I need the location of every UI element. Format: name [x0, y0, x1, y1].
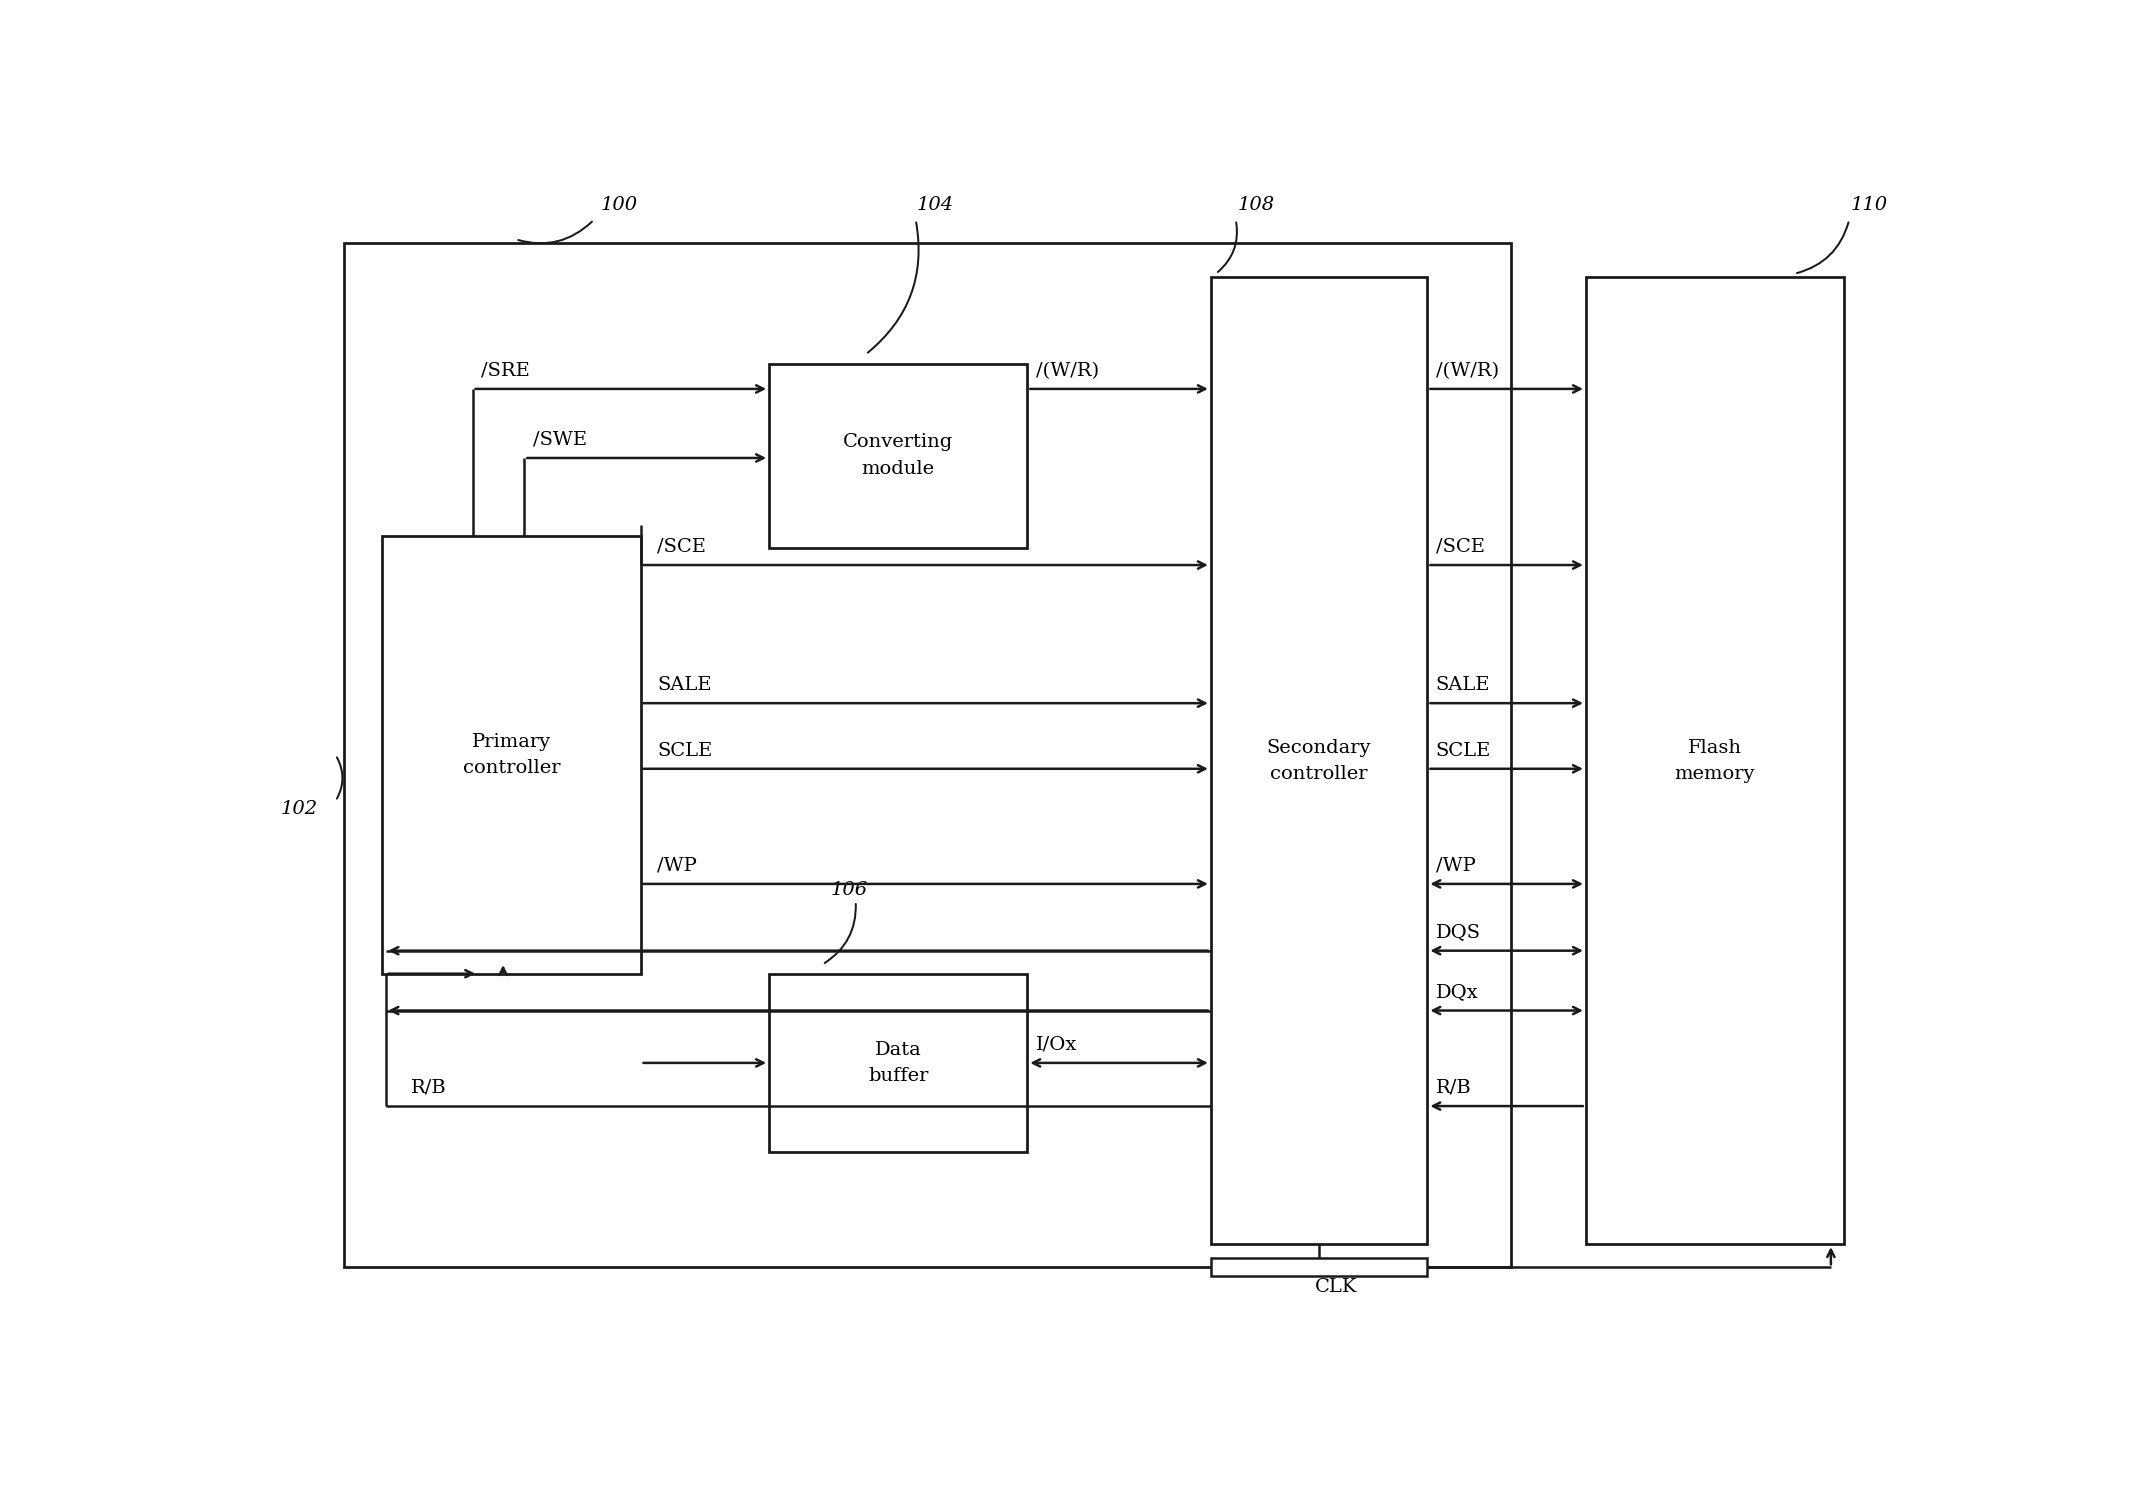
Text: /SCE: /SCE	[1437, 538, 1484, 556]
Text: R/B: R/B	[1437, 1079, 1471, 1097]
Text: CLK: CLK	[1314, 1278, 1357, 1296]
Bar	[1211, 277, 1428, 1244]
Text: 104: 104	[916, 196, 955, 214]
Text: /SCE: /SCE	[658, 538, 706, 556]
Text: /WP: /WP	[658, 857, 697, 875]
Text: Converting
module: Converting module	[843, 434, 953, 478]
Text: DQS: DQS	[1437, 924, 1480, 942]
Text: R/B: R/B	[411, 1079, 445, 1097]
Text: Secondary
controller: Secondary controller	[1267, 739, 1372, 783]
Text: DQx: DQx	[1437, 984, 1478, 1002]
Text: /(W/R): /(W/R)	[1437, 362, 1499, 380]
Bar	[770, 973, 1028, 1153]
Text: SCLE: SCLE	[658, 742, 712, 759]
Text: /SRE: /SRE	[482, 362, 529, 380]
Text: 106: 106	[830, 881, 867, 898]
Text: /SWE: /SWE	[533, 431, 587, 448]
Text: Primary
controller: Primary controller	[462, 733, 559, 777]
Bar	[770, 363, 1028, 547]
Text: 102: 102	[280, 800, 318, 818]
Text: 108: 108	[1237, 196, 1273, 214]
Text: SALE: SALE	[1437, 676, 1491, 694]
Text: SALE: SALE	[658, 676, 712, 694]
Bar	[1585, 277, 1843, 1244]
Text: Data
buffer: Data buffer	[869, 1041, 929, 1085]
Bar	[344, 242, 1510, 1268]
Text: Flash
memory: Flash memory	[1676, 739, 1755, 783]
Text: I/Ox: I/Ox	[1037, 1036, 1078, 1054]
Text: /WP: /WP	[1437, 857, 1476, 875]
Text: 100: 100	[600, 196, 637, 214]
Text: /(W/R): /(W/R)	[1037, 362, 1099, 380]
Text: 110: 110	[1850, 196, 1889, 214]
Bar	[383, 537, 641, 973]
Bar	[1211, 1257, 1428, 1277]
Text: SCLE: SCLE	[1437, 742, 1491, 759]
